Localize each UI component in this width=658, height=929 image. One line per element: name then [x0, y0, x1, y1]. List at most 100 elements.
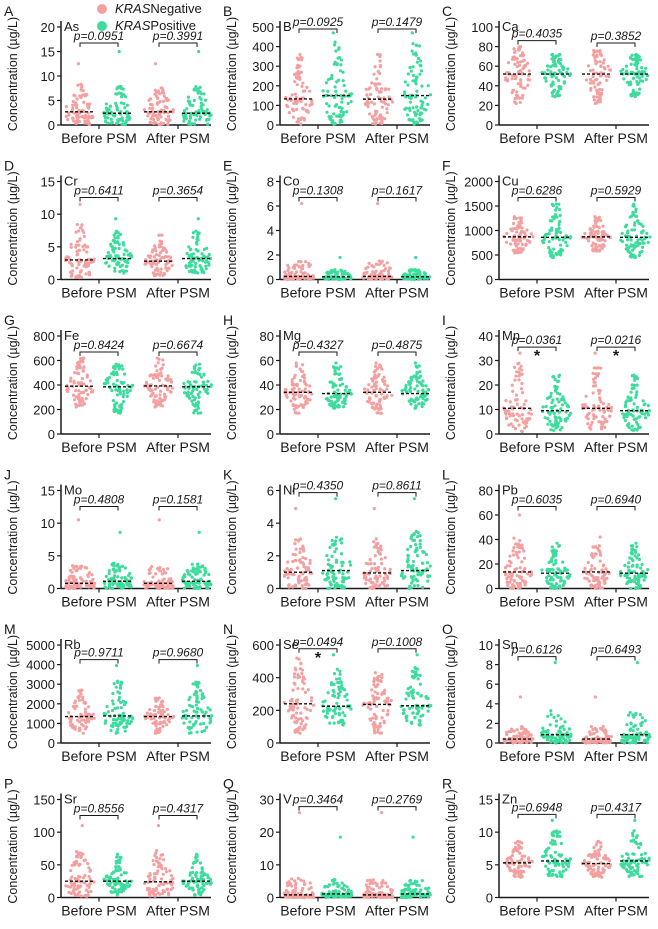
data-point — [416, 534, 420, 539]
data-point — [298, 731, 302, 735]
data-point — [202, 270, 206, 275]
data-point — [504, 412, 508, 416]
data-point — [424, 108, 428, 112]
data-point — [378, 387, 382, 391]
data-point — [364, 581, 368, 586]
data-point — [636, 238, 640, 242]
data-point — [154, 113, 158, 117]
data-point — [404, 383, 408, 387]
data-point — [340, 270, 344, 274]
data-point — [504, 573, 508, 577]
data-point — [120, 564, 125, 568]
data-point — [169, 577, 173, 581]
data-point — [635, 75, 639, 79]
data-point — [152, 255, 156, 259]
data-point — [341, 79, 345, 83]
data-point — [521, 247, 525, 251]
data-point — [157, 378, 162, 383]
data-point — [519, 220, 523, 225]
data-point — [114, 407, 119, 412]
data-point — [385, 111, 389, 115]
data-point — [408, 388, 412, 392]
data-point — [592, 95, 596, 99]
data-point — [389, 698, 393, 703]
data-point — [296, 717, 301, 721]
data-point — [557, 400, 561, 404]
data-point — [374, 696, 378, 700]
data-point — [298, 550, 302, 555]
data-point — [380, 716, 384, 720]
data-point — [418, 117, 422, 121]
significance-star: * — [534, 348, 541, 365]
data-point — [558, 586, 562, 590]
p-value-label: p=0.4035 — [511, 27, 563, 41]
data-point — [202, 721, 206, 726]
data-point — [157, 357, 161, 361]
data-point — [206, 122, 210, 126]
data-point — [325, 271, 329, 275]
data-point — [604, 567, 608, 571]
data-point — [158, 402, 163, 406]
data-point — [623, 418, 627, 423]
data-point — [349, 92, 354, 96]
data-point — [196, 49, 201, 54]
data-point — [333, 270, 337, 274]
data-point — [125, 264, 129, 268]
data-point — [414, 364, 418, 368]
data-point — [154, 252, 159, 257]
data-point — [379, 544, 383, 548]
data-point — [643, 412, 647, 416]
data-point — [591, 377, 596, 381]
data-point — [77, 403, 82, 407]
x-tick-label: Before PSM — [499, 130, 574, 146]
data-point — [186, 99, 190, 103]
data-point — [297, 657, 301, 661]
data-point — [552, 375, 556, 379]
data-point — [157, 730, 161, 734]
data-point — [620, 231, 624, 235]
data-point — [382, 720, 387, 725]
data-point — [202, 387, 206, 391]
data-point — [148, 102, 153, 106]
data-point — [410, 378, 414, 382]
data-point — [336, 398, 340, 402]
data-point — [380, 367, 384, 371]
data-point — [554, 558, 558, 563]
data-point — [549, 84, 553, 88]
data-point — [333, 708, 337, 713]
data-point — [527, 69, 531, 73]
data-point — [193, 370, 197, 374]
significance-bracket — [79, 351, 119, 356]
data-point — [162, 94, 167, 98]
data-point — [332, 112, 336, 116]
y-tick-label: 40 — [479, 533, 493, 548]
y-axis-label: Concentration (µg/L) — [225, 171, 239, 285]
data-point — [77, 115, 82, 119]
negative-swatch-icon — [97, 3, 107, 14]
data-point — [406, 563, 411, 567]
data-point — [551, 94, 555, 98]
data-point — [289, 567, 293, 572]
data-point — [321, 571, 325, 575]
data-point — [630, 70, 634, 74]
data-point — [640, 412, 644, 416]
data-point — [91, 712, 95, 716]
data-point — [75, 266, 79, 270]
data-point — [511, 413, 516, 418]
x-tick-label: Before PSM — [61, 285, 136, 301]
data-point — [362, 387, 367, 391]
data-point — [511, 248, 515, 252]
data-point — [330, 380, 334, 384]
data-point — [332, 721, 336, 725]
data-point — [518, 566, 522, 570]
data-point — [516, 94, 520, 98]
data-point — [367, 276, 371, 281]
data-point — [117, 49, 121, 54]
data-point — [414, 78, 418, 82]
data-point — [518, 60, 523, 64]
data-point — [366, 104, 370, 109]
data-point — [625, 238, 630, 242]
data-point — [406, 83, 410, 87]
data-point — [562, 80, 566, 84]
data-point — [209, 719, 213, 724]
